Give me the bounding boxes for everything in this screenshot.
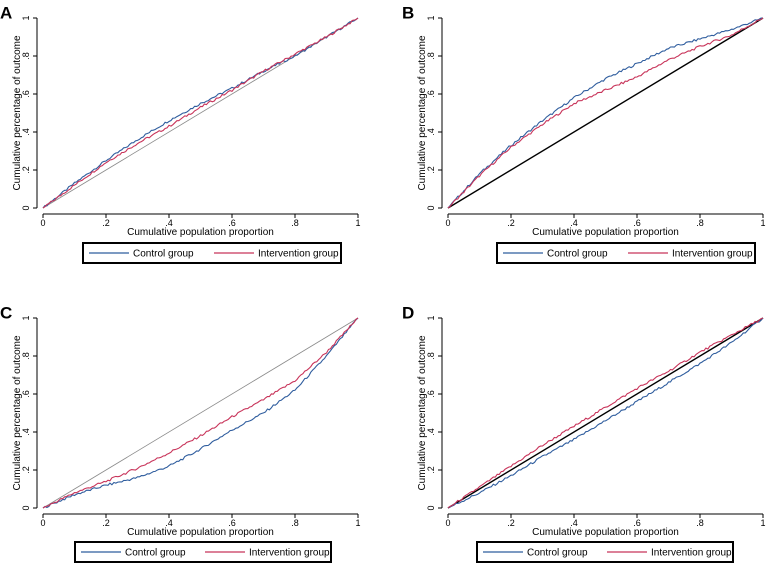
- control-group-line: [42, 317, 359, 509]
- y-tick-label: 0: [426, 205, 436, 210]
- x-tick-label: 1: [355, 218, 360, 228]
- y-tick-label: .4: [21, 128, 31, 136]
- x-tick-label: 0: [40, 518, 45, 528]
- control-group-line: [447, 317, 764, 509]
- x-tick-label: .6: [228, 218, 236, 228]
- legend-label-intervention: Intervention group: [651, 548, 732, 559]
- y-tick-label: .8: [21, 52, 31, 60]
- x-tick-label: .2: [507, 218, 515, 228]
- panel-a: A 0 .2 .4 .6 .8 1 0 .2 .4 .6 .8 1 Cumulative populati…: [0, 3, 361, 264]
- legend: Control group Intervention group: [476, 541, 734, 563]
- y-axis-title: Cumulative percentage of outcome: [417, 35, 428, 191]
- x-tick-label: 0: [40, 218, 45, 228]
- legend: Control group Intervention group: [496, 242, 756, 264]
- equality-line: [447, 17, 764, 209]
- y-tick-label: 1: [21, 15, 31, 20]
- legend-label-intervention: Intervention group: [249, 548, 330, 559]
- legend-label-control: Control group: [125, 548, 186, 559]
- y-tick-label: .2: [21, 166, 31, 174]
- legend: Control group Intervention group: [82, 242, 342, 264]
- y-tick-label: .4: [426, 128, 436, 136]
- intervention-group-line: [42, 17, 359, 209]
- y-tick-label: .8: [426, 352, 436, 360]
- y-tick-label: 1: [426, 15, 436, 20]
- intervention-group-line: [447, 17, 764, 209]
- legend-box: [74, 541, 332, 563]
- panel-label: A: [0, 3, 12, 22]
- y-tick-label: .2: [426, 466, 436, 474]
- x-tick-label: .8: [291, 218, 299, 228]
- y-axis-title: Cumulative percentage of outcome: [417, 335, 428, 491]
- control-group-line: [42, 17, 359, 209]
- x-tick-label: 0: [445, 218, 450, 228]
- intervention-group-line: [447, 317, 764, 509]
- x-tick-label: .6: [633, 218, 641, 228]
- panel-label: D: [402, 303, 414, 322]
- legend-label-control: Control group: [547, 249, 608, 260]
- y-tick-label: .2: [21, 466, 31, 474]
- legend-box: [496, 242, 756, 264]
- x-tick-label: .8: [696, 218, 704, 228]
- x-tick-label: 1: [355, 518, 360, 528]
- panel-label: B: [402, 3, 414, 22]
- y-tick-label: .6: [426, 390, 436, 398]
- intervention-group-line: [42, 317, 359, 509]
- panel-label: C: [0, 303, 12, 322]
- legend-label-intervention: Intervention group: [672, 249, 753, 260]
- x-axis-title: Cumulative population proportion: [532, 227, 679, 238]
- y-tick-label: .4: [426, 428, 436, 436]
- panel-b: B 0 .2 .4 .6 .8 1 0 .2 .4 .6 .8 1 Cumulative populati…: [402, 3, 766, 264]
- y-axis-title: Cumulative percentage of outcome: [12, 35, 23, 191]
- y-tick-label: 0: [426, 505, 436, 510]
- legend-box: [82, 242, 342, 264]
- legend-label-control: Control group: [133, 249, 194, 260]
- x-tick-label: .2: [507, 518, 515, 528]
- panel-d: D 0 .2 .4 .6 .8 1 0 .2 .4 .6 .8 1 Cumulative populati…: [402, 303, 766, 563]
- y-tick-label: .8: [21, 352, 31, 360]
- x-tick-label: .4: [165, 518, 173, 528]
- y-tick-label: .6: [21, 90, 31, 98]
- y-tick-label: .4: [21, 428, 31, 436]
- y-tick-label: 1: [21, 315, 31, 320]
- x-tick-label: .2: [102, 218, 110, 228]
- legend-label-intervention: Intervention group: [258, 249, 339, 260]
- x-tick-label: .8: [291, 518, 299, 528]
- y-tick-label: 0: [21, 505, 31, 510]
- x-tick-label: .2: [102, 518, 110, 528]
- x-axis-title: Cumulative population proportion: [127, 527, 274, 538]
- x-tick-label: .4: [570, 218, 578, 228]
- x-tick-label: 0: [445, 518, 450, 528]
- y-tick-label: .6: [21, 390, 31, 398]
- y-tick-label: 1: [426, 315, 436, 320]
- legend: Control group Intervention group: [74, 541, 332, 563]
- panel-c: C 0 .2 .4 .6 .8 1 0 .2 .4 .6 .8 1 Cumulative populati…: [0, 303, 361, 563]
- legend-label-control: Control group: [527, 548, 588, 559]
- x-tick-label: .6: [228, 518, 236, 528]
- x-tick-label: .4: [165, 218, 173, 228]
- x-tick-label: 1: [760, 518, 765, 528]
- y-tick-label: 0: [21, 205, 31, 210]
- x-tick-label: .6: [633, 518, 641, 528]
- x-axis-title: Cumulative population proportion: [532, 527, 679, 538]
- x-axis-title: Cumulative population proportion: [127, 227, 274, 238]
- equality-line: [42, 317, 359, 509]
- control-group-line: [447, 17, 764, 209]
- x-tick-label: .8: [696, 518, 704, 528]
- y-tick-label: .2: [426, 166, 436, 174]
- legend-box: [476, 541, 734, 563]
- y-tick-label: .6: [426, 90, 436, 98]
- y-axis-title: Cumulative percentage of outcome: [12, 335, 23, 491]
- x-tick-label: .4: [570, 518, 578, 528]
- y-tick-label: .8: [426, 52, 436, 60]
- equality-line: [447, 317, 764, 509]
- x-tick-label: 1: [760, 218, 765, 228]
